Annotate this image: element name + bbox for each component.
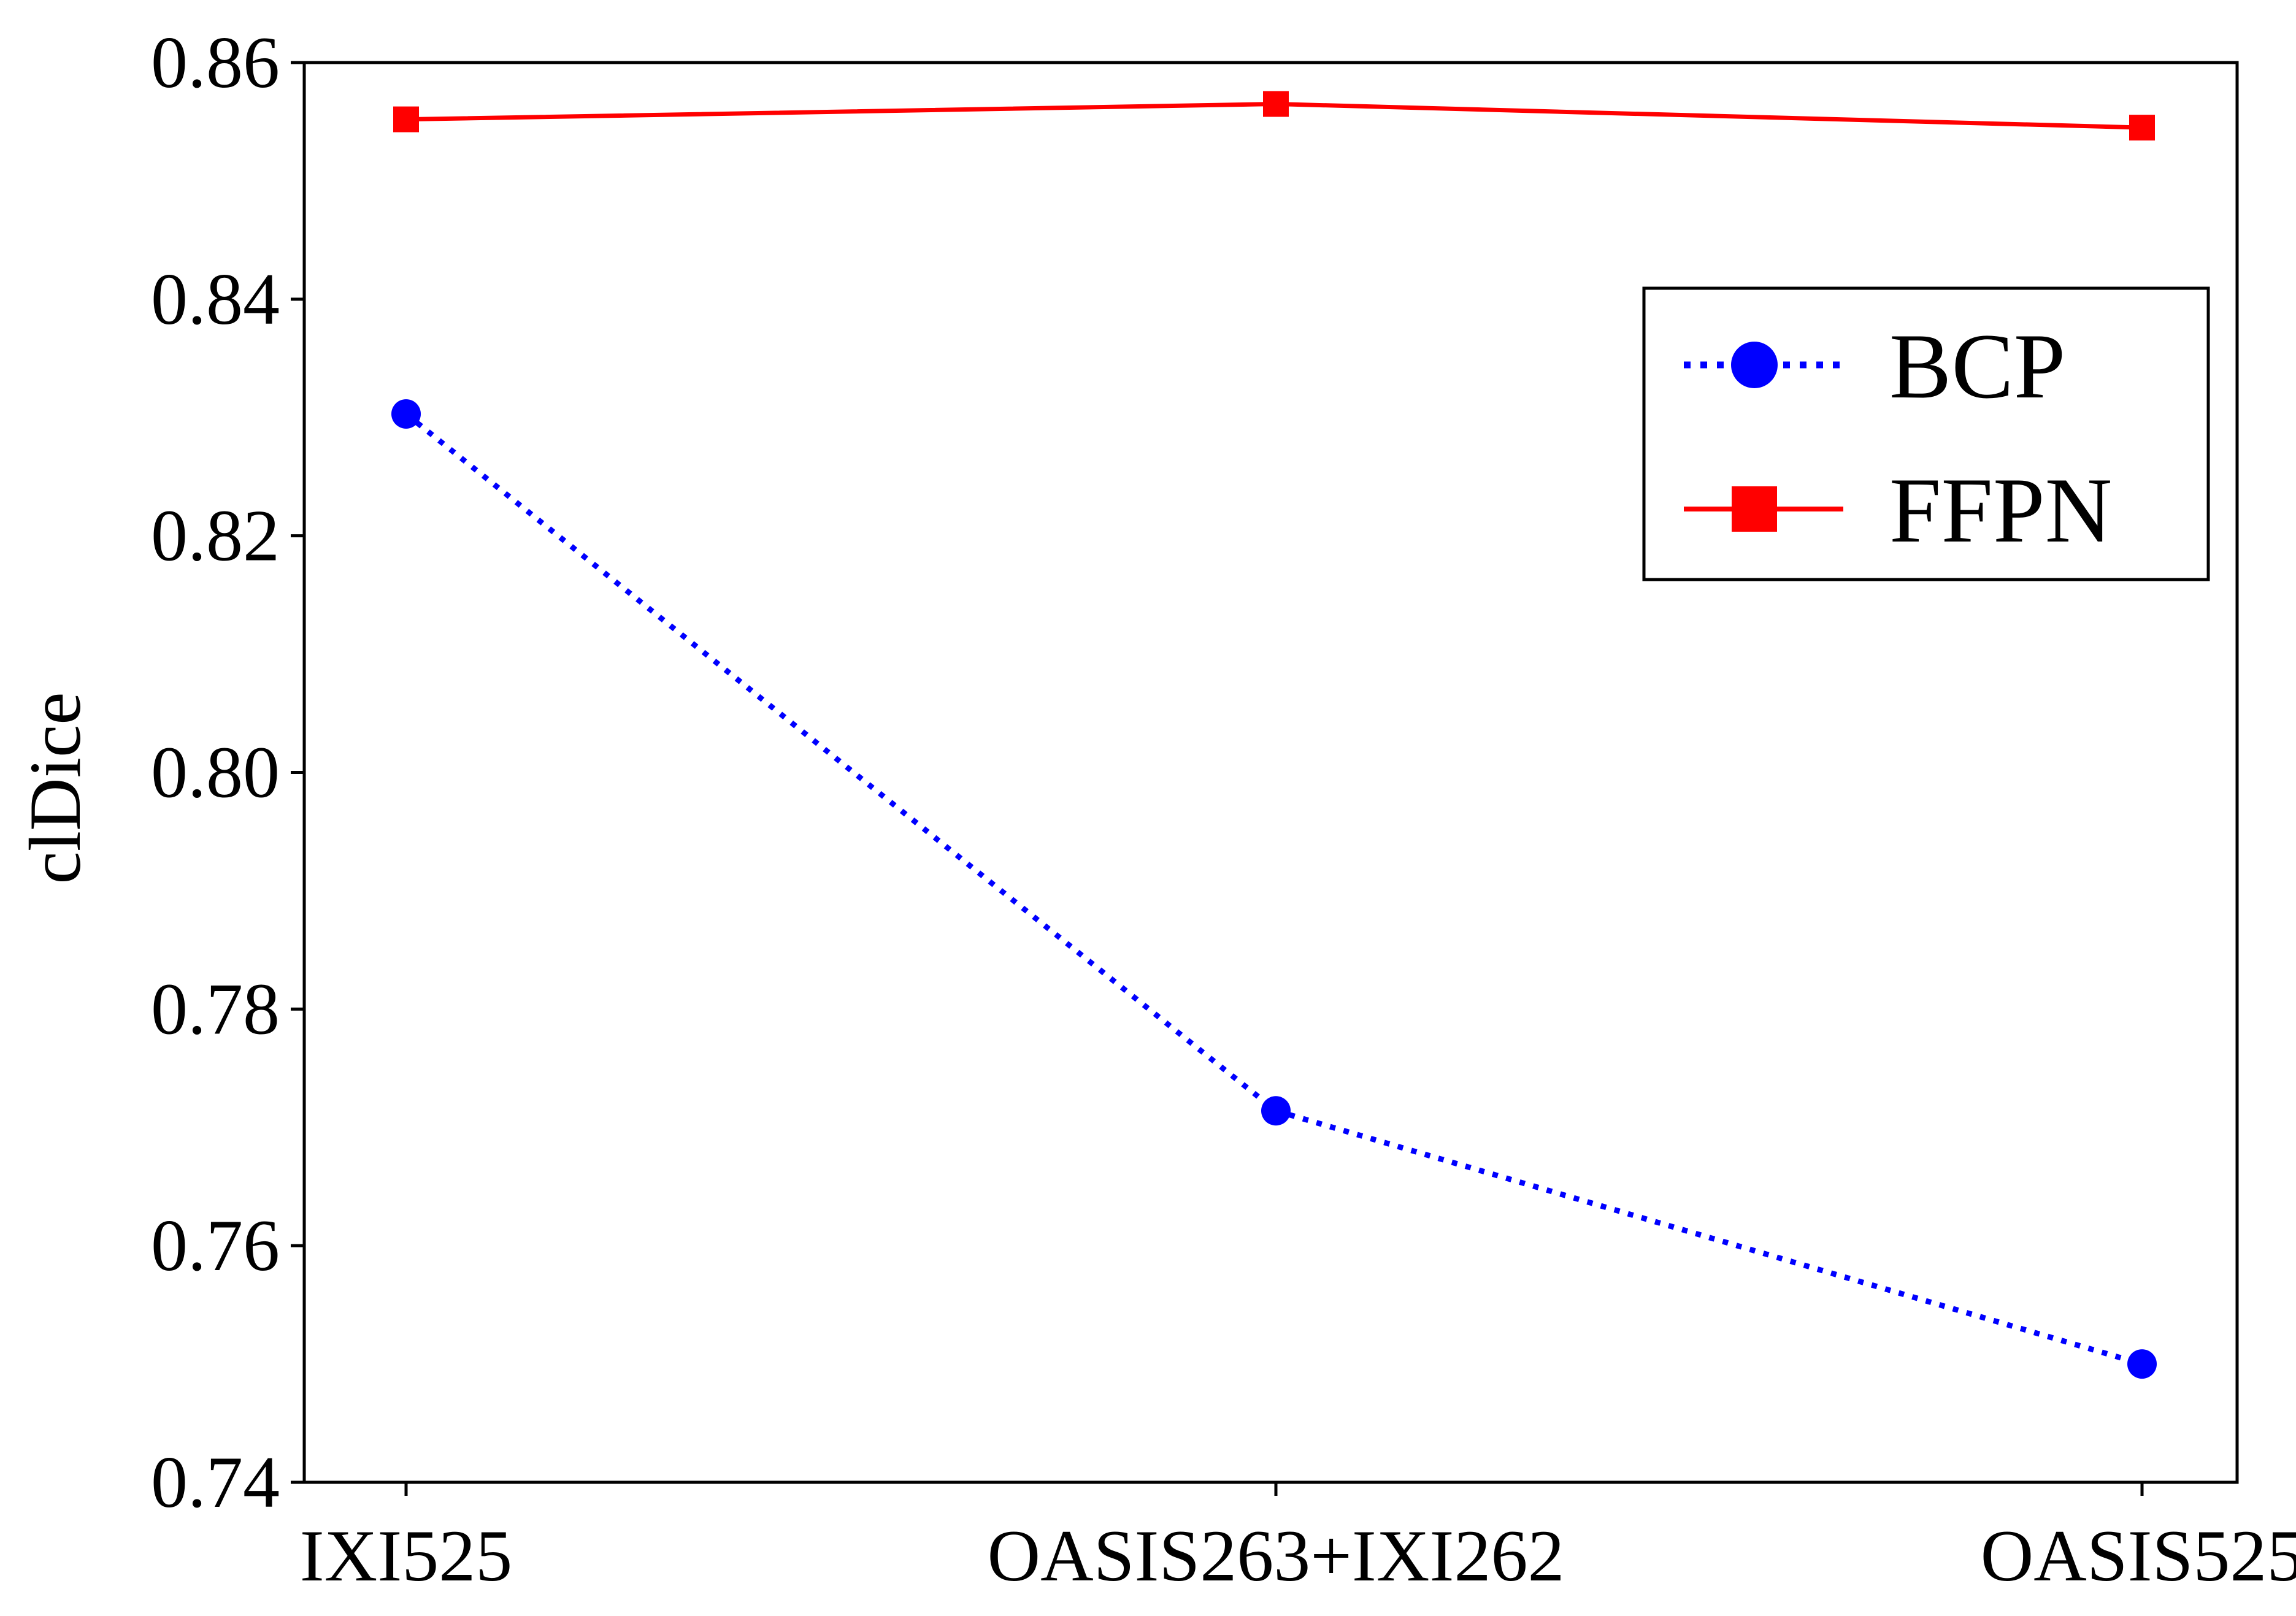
y-tick-label: 0.80 (151, 732, 280, 813)
legend-label-bcp: BCP (1889, 315, 2065, 418)
data-point-ffpn (1263, 91, 1289, 117)
y-tick-label: 0.82 (151, 495, 280, 576)
legend-marker-ffpn (1732, 486, 1777, 532)
legend-marker-bcp (1731, 342, 1778, 388)
data-point-ffpn (2129, 115, 2155, 141)
legend: BCP FFPN (1642, 286, 2210, 581)
y-tick-label: 0.78 (151, 968, 280, 1049)
data-point-bcp (391, 399, 421, 429)
y-tick-label: 0.86 (151, 21, 280, 103)
data-point-bcp (2127, 1349, 2157, 1379)
x-axis: IXI525 OASIS263+IXI262 OASIS525 (300, 1482, 2296, 1596)
data-point-ffpn (393, 106, 419, 132)
y-tick-label: 0.84 (151, 258, 280, 340)
x-tick-label: IXI525 (300, 1515, 513, 1596)
series-layer (391, 91, 2157, 1379)
series-bcp (391, 399, 2157, 1379)
legend-box (1642, 286, 2210, 581)
plot-area-frame (302, 61, 2239, 1484)
series-ffpn (393, 91, 2155, 141)
x-tick-label: OASIS525 (1981, 1515, 2296, 1596)
y-axis: 0.74 0.76 0.78 0.80 0.82 0.84 0.86 (151, 21, 304, 1523)
y-axis-label: clDice (14, 692, 96, 884)
y-tick-label: 0.74 (151, 1441, 280, 1523)
x-tick-label: OASIS263+IXI262 (987, 1515, 1564, 1596)
legend-label-ffpn: FFPN (1889, 459, 2112, 562)
y-tick-label: 0.76 (151, 1204, 280, 1286)
data-point-bcp (1261, 1096, 1291, 1126)
